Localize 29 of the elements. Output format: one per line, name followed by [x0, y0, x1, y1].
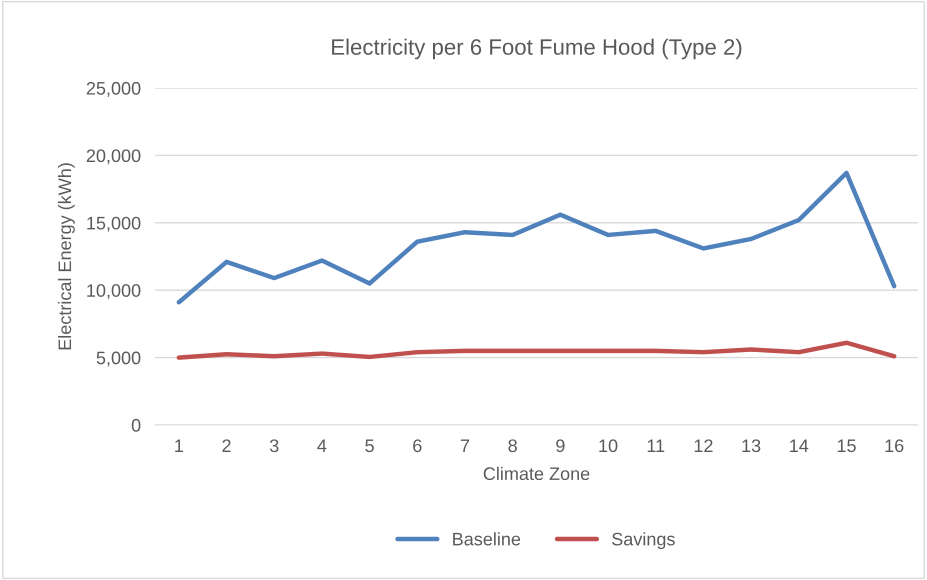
- x-tick-label: 1: [175, 440, 183, 452]
- x-tick-label: 16: [885, 439, 904, 452]
- line-series: [176, 170, 896, 305]
- x-tick-label: 11: [648, 440, 664, 452]
- x-tick-label: 6: [413, 439, 422, 452]
- chart-title: Electricity per 6 Foot Fume Hood (Type 2): [332, 38, 742, 60]
- y-tick-label: 25,000: [86, 82, 140, 97]
- legend-label: Baseline: [453, 532, 520, 546]
- x-tick-label: 3: [270, 439, 278, 452]
- x-tick-label: 12: [694, 439, 713, 452]
- legend-label: Savings: [612, 532, 675, 550]
- x-tick-label: 5: [365, 440, 374, 452]
- x-tick-label: 15: [838, 440, 856, 452]
- x-tick-label: 2: [222, 439, 231, 452]
- x-tick-label: 9: [556, 439, 565, 452]
- x-tick-label: 14: [790, 440, 808, 452]
- y-tick-label: 5,000: [96, 352, 140, 366]
- x-tick-label: 4: [317, 440, 326, 452]
- x-tick-label: 8: [508, 439, 517, 452]
- y-tick-label: 0: [132, 418, 140, 432]
- line-series: [176, 340, 896, 360]
- y-axis-title: Electrical Energy (kWh): [58, 163, 75, 350]
- x-tick-label: 13: [742, 439, 760, 452]
- x-tick-label: 10: [599, 439, 618, 452]
- x-axis-title: Climate Zone: [484, 466, 590, 480]
- y-tick-label: 20,000: [86, 149, 140, 164]
- x-tick-label: 7: [460, 440, 470, 452]
- y-tick-label: 15,000: [87, 216, 140, 232]
- y-tick-label: 10,000: [87, 284, 140, 300]
